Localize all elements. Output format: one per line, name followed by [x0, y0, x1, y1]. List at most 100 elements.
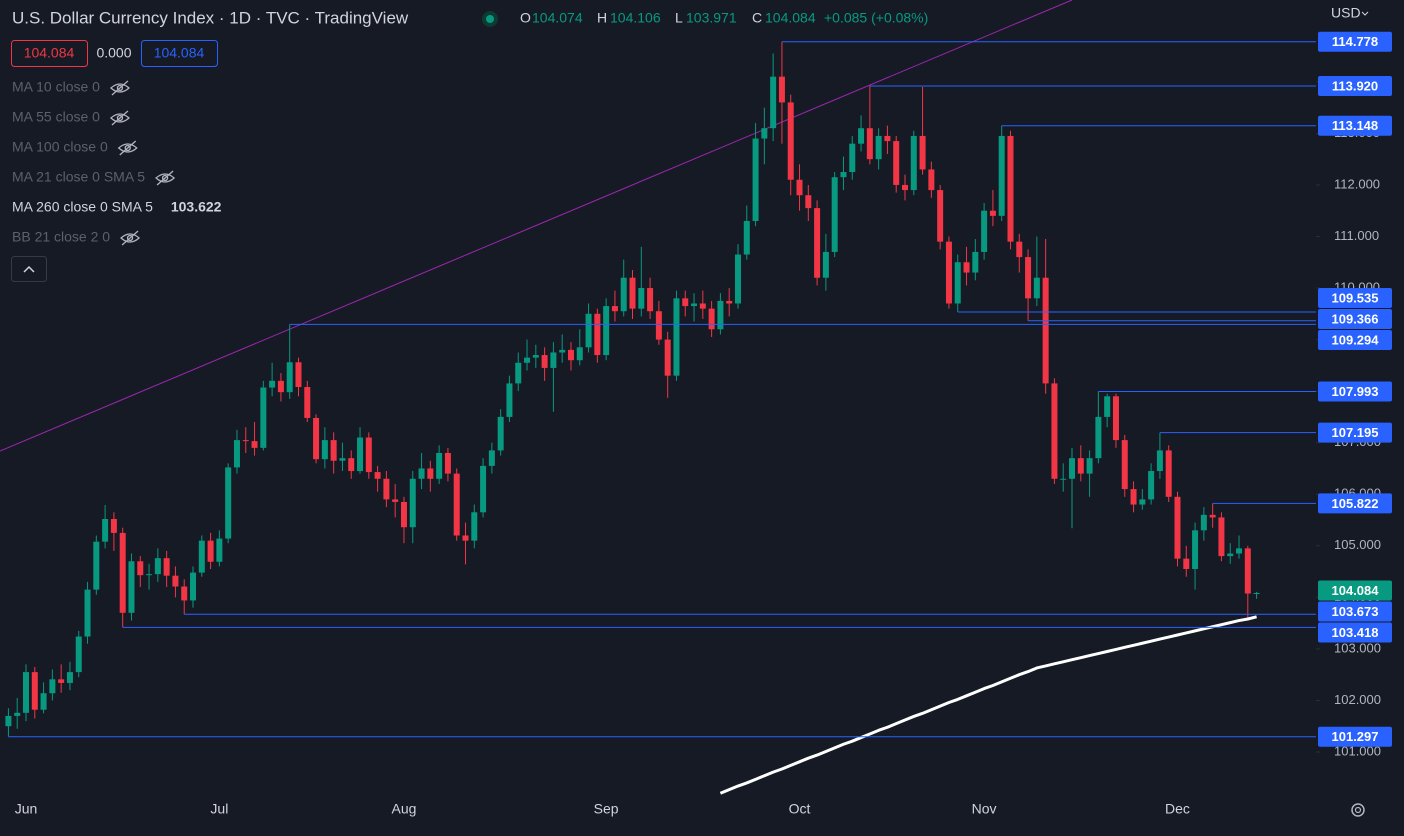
candle-body — [910, 135, 917, 191]
candle-body — [576, 347, 583, 361]
spread: 0.000 — [96, 45, 131, 61]
candle-body — [734, 254, 741, 304]
indicator-label: BB 21 close 2 0 — [12, 229, 110, 245]
candle-body — [1060, 478, 1067, 480]
candle-body — [849, 143, 856, 173]
visibility-icon[interactable] — [109, 110, 130, 126]
pupil[interactable] — [126, 234, 134, 242]
candle-body — [14, 712, 21, 716]
pupil[interactable] — [124, 144, 131, 152]
slash[interactable] — [111, 80, 129, 96]
candle-body — [321, 440, 328, 460]
candle-body — [1174, 496, 1181, 559]
candle-body — [1244, 548, 1251, 594]
candle-body — [31, 672, 38, 710]
x-tick-label: Nov — [972, 801, 997, 817]
candle-body — [207, 540, 214, 562]
settings-icon[interactable] — [1351, 803, 1365, 817]
slash[interactable] — [111, 110, 129, 126]
y-tick-label: 105.000 — [1334, 537, 1381, 552]
candle-body — [339, 458, 346, 461]
buy-box[interactable] — [141, 40, 218, 67]
candle-body — [1236, 548, 1243, 554]
candle-body — [1095, 416, 1102, 459]
pupil[interactable] — [116, 114, 124, 122]
candle-body — [84, 589, 91, 637]
candle-body — [286, 362, 293, 393]
level-label-box — [1318, 288, 1392, 309]
indicator-label: MA 10 close 0 — [12, 79, 100, 95]
candle-body — [277, 380, 284, 393]
candle-body — [541, 355, 548, 368]
visibility-icon[interactable] — [120, 230, 141, 246]
candle-body — [66, 672, 73, 683]
chart-title: U.S. Dollar Currency Index · 1D · TVC · … — [12, 8, 409, 27]
candle-body — [295, 362, 302, 388]
candle-body — [673, 298, 680, 376]
level-label: 109.294 — [1332, 332, 1380, 347]
candle-body — [647, 288, 654, 312]
y-tick-label: 103.000 — [1334, 640, 1381, 655]
slash[interactable] — [121, 230, 139, 246]
pupil[interactable] — [116, 84, 124, 92]
buy-price[interactable]: 104.084 — [154, 45, 205, 61]
candle-body — [119, 532, 126, 613]
candle-body — [225, 467, 232, 539]
candle-body — [471, 512, 478, 541]
candle-body — [1077, 458, 1084, 474]
ohlc-value: 104.106 — [610, 10, 661, 26]
indicator-label: MA 21 close 0 SMA 5 — [12, 169, 145, 185]
visibility-icon[interactable] — [155, 170, 176, 186]
candle-body — [524, 357, 531, 363]
candle-body — [814, 208, 821, 278]
slash[interactable] — [156, 170, 174, 186]
candle-body — [884, 135, 891, 142]
candle-body — [1042, 277, 1049, 384]
x-tick-label: Oct — [789, 801, 811, 817]
level-label-box — [1318, 493, 1392, 514]
y-tick-label: 112.000 — [1334, 176, 1380, 191]
level-label: 113.148 — [1332, 118, 1378, 133]
level-label-box — [1318, 115, 1392, 136]
candle-body — [743, 221, 750, 255]
candle-body — [269, 380, 276, 388]
slash[interactable] — [119, 140, 137, 156]
y-tick-label: 111.000 — [1334, 228, 1379, 243]
indicator-legend: MA 10 close 0 MA 55 close 0 MA 100 close 0… — [12, 79, 222, 246]
gear-hub[interactable] — [1354, 806, 1362, 814]
candle-body — [866, 128, 873, 160]
visibility-icon[interactable] — [109, 80, 130, 96]
indicator-label: MA 55 close 0 — [12, 109, 100, 125]
candle-body — [480, 465, 487, 513]
candle-body — [1156, 450, 1163, 472]
level-label: 105.822 — [1332, 496, 1379, 511]
candle-body — [40, 693, 47, 710]
candle-body — [752, 138, 759, 222]
currency-chevron[interactable] — [1361, 11, 1369, 16]
candle-body — [937, 190, 944, 242]
gear[interactable] — [1351, 803, 1365, 817]
sell-price[interactable]: 104.084 — [24, 45, 75, 61]
collapse-button[interactable] — [11, 256, 47, 282]
candle-body — [1218, 517, 1225, 557]
candle-body — [330, 440, 337, 461]
candle-body — [418, 468, 425, 479]
level-label: 103.418 — [1332, 625, 1379, 640]
currency[interactable]: USD — [1331, 5, 1361, 21]
candle-body — [1112, 396, 1119, 441]
candle-body — [1200, 514, 1207, 531]
candle-body — [778, 76, 785, 103]
candle-body — [620, 277, 627, 312]
candle-body — [945, 241, 952, 304]
pupil[interactable] — [161, 174, 169, 182]
candle-body — [242, 440, 249, 442]
collapse-icon[interactable] — [23, 265, 35, 273]
x-tick-label: Sep — [594, 801, 619, 817]
candle-body — [1139, 499, 1146, 505]
candle-body — [1121, 440, 1128, 490]
candle-body — [233, 440, 240, 468]
sell-box[interactable] — [11, 40, 88, 67]
visibility-icon[interactable] — [117, 140, 138, 156]
candle-body — [840, 172, 847, 178]
candle-body — [348, 458, 355, 472]
